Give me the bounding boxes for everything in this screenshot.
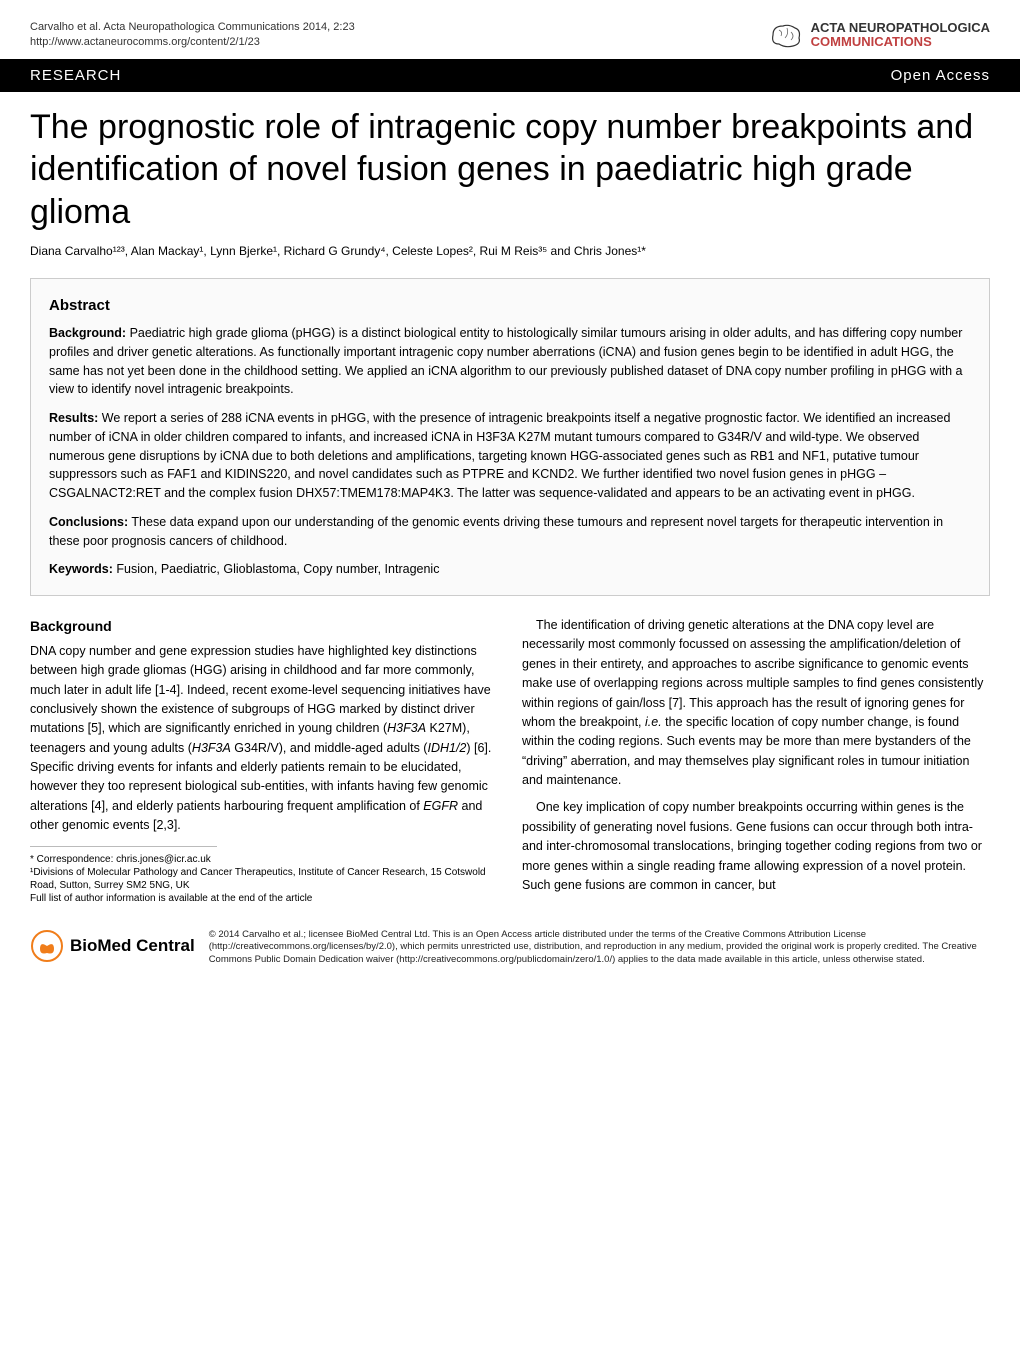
journal-name-line-2: COMMUNICATIONS: [811, 35, 990, 49]
abstract-heading: Abstract: [49, 295, 971, 316]
bg-p1-it1: H3F3A: [387, 721, 426, 735]
right-paragraph-1: The identification of driving genetic al…: [522, 616, 990, 790]
citation-block: Carvalho et al. Acta Neuropathologica Co…: [30, 20, 355, 51]
abstract-keywords-text: Fusion, Paediatric, Glioblastoma, Copy n…: [113, 562, 440, 576]
background-heading: Background: [30, 616, 498, 638]
bmc-bio: BioMed: [70, 936, 131, 955]
affiliation-footnote: ¹Divisions of Molecular Pathology and Ca…: [30, 866, 498, 892]
abstract-conclusions: Conclusions: These data expand upon our …: [49, 513, 971, 551]
journal-logo: ACTA NEUROPATHOLOGICA COMMUNICATIONS: [765, 20, 990, 50]
r-p1-a: The identification of driving genetic al…: [522, 618, 983, 729]
abstract-conclusions-label: Conclusions:: [49, 515, 128, 529]
bg-p1-it2: H3F3A: [192, 741, 231, 755]
abstract-conclusions-text: These data expand upon our understanding…: [49, 515, 943, 548]
r-p1-it1: i.e.: [645, 715, 662, 729]
journal-name-line-1: ACTA NEUROPATHOLOGICA: [811, 21, 990, 35]
abstract-keywords: Keywords: Fusion, Paediatric, Glioblasto…: [49, 560, 971, 579]
body-columns: Background DNA copy number and gene expr…: [0, 616, 1020, 920]
author-info-footnote: Full list of author information is avail…: [30, 892, 498, 905]
bg-p1-c: G34R/V), and middle-aged adults (: [231, 741, 428, 755]
open-access-label: Open Access: [891, 65, 990, 86]
abstract-keywords-label: Keywords:: [49, 562, 113, 576]
brain-icon: [765, 20, 805, 50]
abstract-background-text: Paediatric high grade glioma (pHGG) is a…: [49, 326, 963, 396]
abstract-background-label: Background:: [49, 326, 126, 340]
biomed-central-logo: BioMed Central: [30, 929, 195, 963]
background-paragraph-1: DNA copy number and gene expression stud…: [30, 642, 498, 836]
bmc-central: Central: [131, 936, 194, 955]
correspondence-footnote: * Correspondence: chris.jones@icr.ac.uk: [30, 853, 498, 866]
abstract-results-label: Results:: [49, 411, 98, 425]
bg-p1-it3: IDH1/2: [427, 741, 466, 755]
abstract-results-text: We report a series of 288 iCNA events in…: [49, 411, 950, 500]
abstract-results: Results: We report a series of 288 iCNA …: [49, 409, 971, 503]
bg-p1-it4: EGFR: [423, 799, 458, 813]
footnote-separator: [30, 846, 217, 847]
authors-line: Diana Carvalho¹²³, Alan Mackay¹, Lynn Bj…: [0, 243, 1020, 278]
page-footer: BioMed Central © 2014 Carvalho et al.; l…: [0, 921, 1020, 985]
article-type-bar: RESEARCH Open Access: [0, 59, 1020, 92]
bmc-text: BioMed Central: [70, 934, 195, 958]
journal-name: ACTA NEUROPATHOLOGICA COMMUNICATIONS: [811, 21, 990, 50]
bmc-circle-icon: [30, 929, 64, 963]
page-header: Carvalho et al. Acta Neuropathologica Co…: [0, 0, 1020, 59]
article-title: The prognostic role of intragenic copy n…: [0, 92, 1020, 244]
citation-line-2: http://www.actaneurocomms.org/content/2/…: [30, 35, 355, 50]
abstract-box: Abstract Background: Paediatric high gra…: [30, 278, 990, 596]
abstract-background: Background: Paediatric high grade glioma…: [49, 324, 971, 399]
right-paragraph-2: One key implication of copy number break…: [522, 798, 990, 895]
license-text: © 2014 Carvalho et al.; licensee BioMed …: [209, 929, 990, 967]
left-column: Background DNA copy number and gene expr…: [30, 616, 498, 904]
right-column: The identification of driving genetic al…: [522, 616, 990, 904]
article-type-label: RESEARCH: [30, 65, 121, 86]
citation-line-1: Carvalho et al. Acta Neuropathologica Co…: [30, 20, 355, 35]
